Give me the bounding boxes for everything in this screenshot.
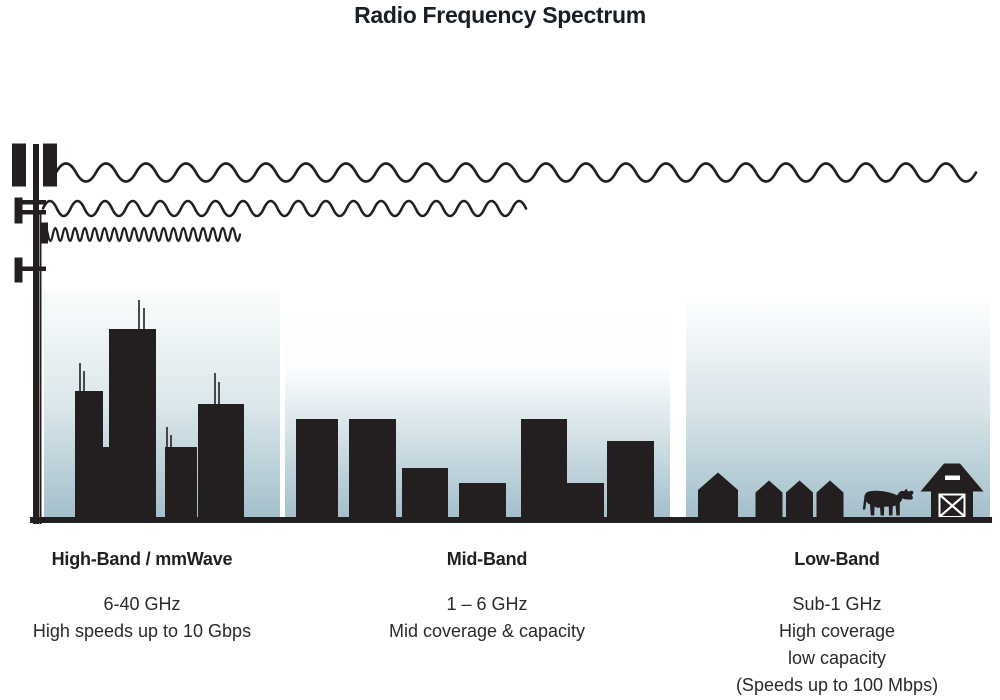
house-icon (755, 480, 783, 518)
band-description-high: High speeds up to 10 Gbps (32, 621, 252, 641)
band-frequency-low: Sub-1 GHz (792, 594, 882, 614)
cell-tower-icon (12, 143, 57, 524)
tower-part (14, 197, 23, 224)
band-frequency-mid: 1 – 6 GHz (446, 594, 528, 614)
barn-window-slit (945, 475, 960, 480)
building-silhouette (296, 419, 338, 520)
tower-part (14, 257, 23, 283)
ground-line (30, 517, 992, 523)
band-title-high: High-Band / mmWave (51, 549, 233, 569)
house-icon (786, 480, 813, 518)
band-label-low: Low-Band Sub-1 GHz High coverage low cap… (707, 548, 967, 699)
tower-part (15, 266, 46, 271)
skyscraper-silhouette (103, 447, 111, 520)
skyscraper-silhouette (198, 404, 244, 520)
band-title-low: Low-Band (794, 549, 880, 569)
cow-icon (862, 488, 914, 516)
band-title-mid: Mid-Band (446, 549, 528, 569)
building-silhouette (607, 441, 654, 520)
band-details-high: 6-40 GHz High speeds up to 10 Gbps (12, 591, 272, 645)
building-silhouette (521, 419, 567, 520)
band-capacity-low: low capacity (787, 648, 887, 668)
skyscraper-silhouette (75, 391, 103, 520)
page-title: Radio Frequency Spectrum (354, 2, 646, 28)
tower-part (39, 213, 42, 524)
band-label-high: High-Band / mmWave 6-40 GHz High speeds … (12, 548, 272, 645)
building-silhouette (567, 483, 604, 520)
building-silhouette (402, 468, 448, 520)
band-details-low: Sub-1 GHz High coverage low capacity (Sp… (707, 591, 967, 699)
band-details-mid: 1 – 6 GHz Mid coverage & capacity (357, 591, 617, 645)
band-description-mid: Mid coverage & capacity (388, 621, 586, 641)
tower-part (41, 222, 48, 244)
tower-part (33, 144, 39, 524)
city-skyline (75, 300, 244, 520)
building-silhouette (459, 483, 506, 520)
spectrum-illustration (12, 143, 992, 524)
skyscraper-silhouette (165, 447, 197, 520)
wave-medium-wavelength-mid-band (41, 199, 528, 218)
tower-part (15, 210, 46, 215)
band-speed-low: (Speeds up to 100 Mbps) (735, 675, 939, 695)
barn-body (920, 463, 984, 518)
house-icon (698, 472, 738, 518)
barn-door-crossbuck (939, 494, 965, 517)
band-frequency-high: 6-40 GHz (103, 594, 181, 614)
house-icon (816, 480, 844, 518)
band-label-mid: Mid-Band 1 – 6 GHz Mid coverage & capaci… (357, 548, 617, 645)
wave-long-wavelength-low-band (54, 162, 978, 183)
town-skyline (296, 419, 654, 520)
wave-short-wavelength-high-band (41, 226, 242, 243)
building-silhouette (349, 419, 396, 520)
skyscraper-silhouette (109, 329, 156, 520)
band-coverage-low: High coverage (778, 621, 896, 641)
tower-part (15, 200, 46, 205)
tower-part (12, 143, 26, 187)
rural-scene (698, 463, 984, 518)
tower-part (43, 143, 57, 187)
